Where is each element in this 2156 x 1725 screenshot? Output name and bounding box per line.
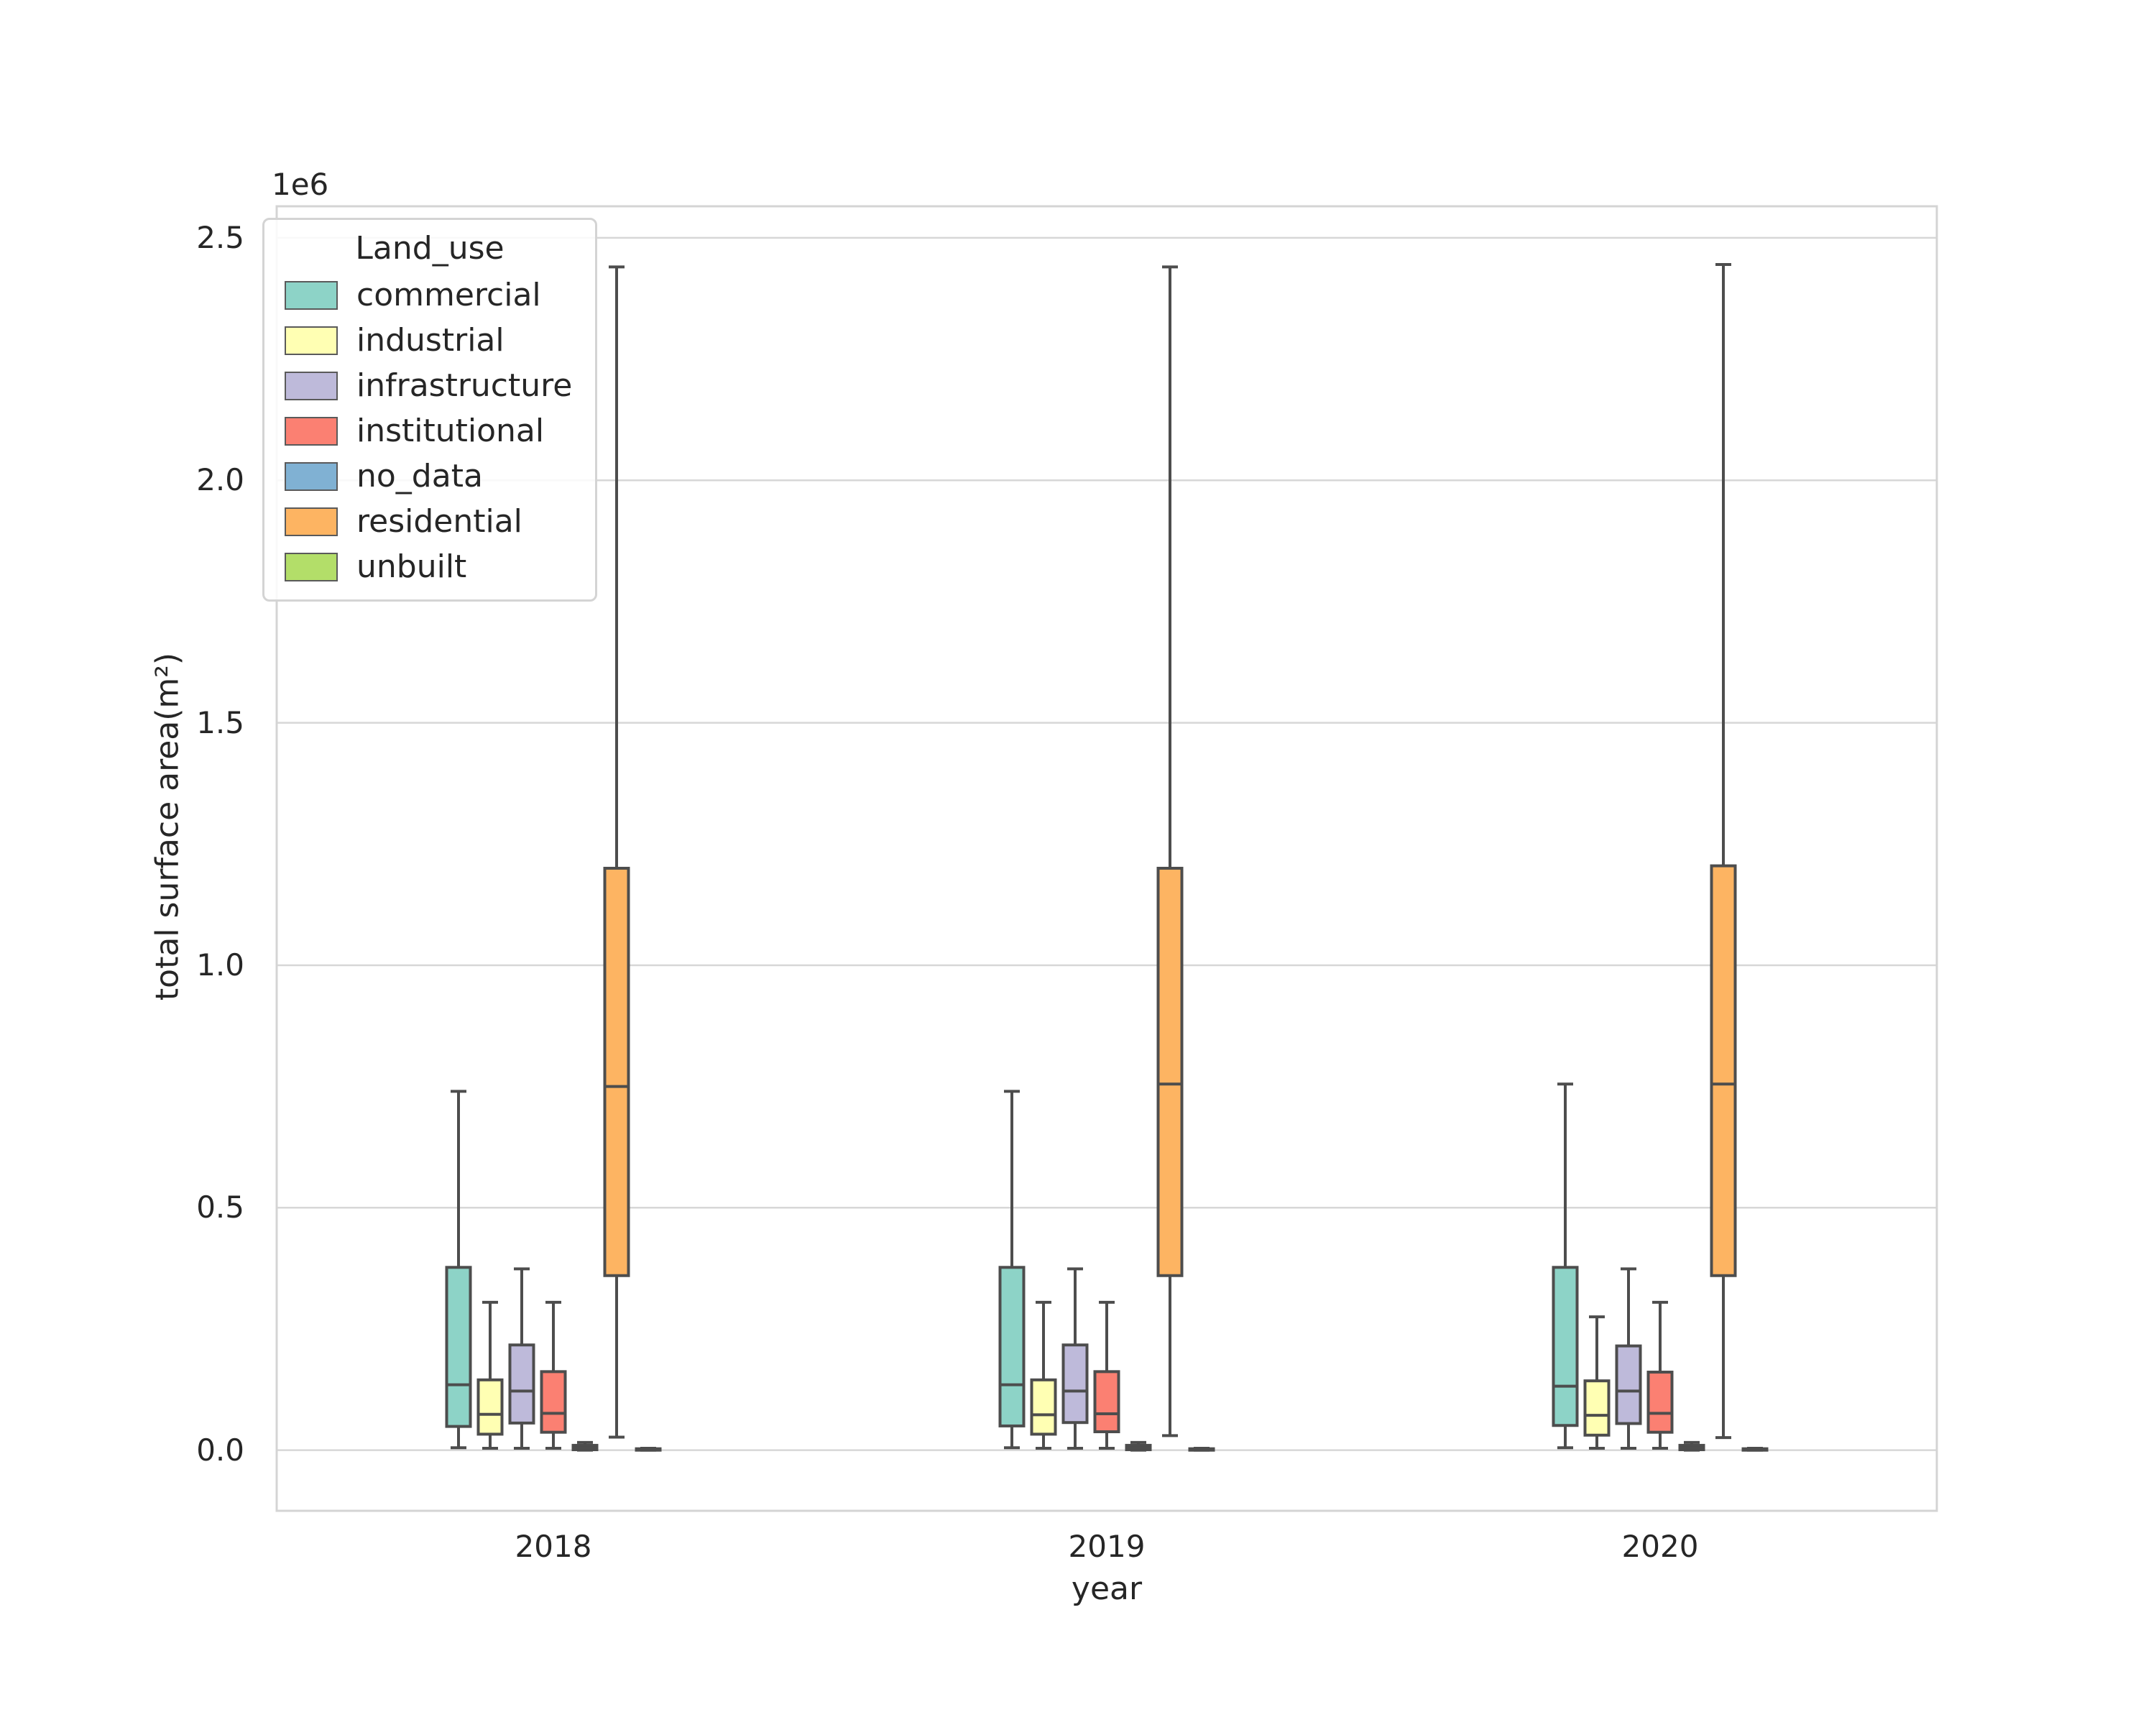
boxplot-2020-institutional: [1646, 1300, 1674, 1450]
box-2020-institutional: [1646, 1371, 1674, 1434]
legend-swatch-institutional: [285, 416, 338, 446]
boxplot-2019-unbuilt: [1188, 1446, 1215, 1452]
legend-item-infrastructure: infrastructure: [264, 363, 595, 408]
box-2020-commercial: [1552, 1266, 1579, 1427]
boxplot-2020-no_data: [1678, 1440, 1705, 1452]
legend-label-industrial: industrial: [356, 322, 505, 359]
boxplot-2020-industrial: [1583, 1315, 1611, 1450]
legend-label-unbuilt: unbuilt: [356, 548, 467, 585]
boxplot-2019-industrial: [1030, 1300, 1057, 1450]
legend: Land_use commercial industrial infrastruct…: [262, 218, 597, 602]
boxplot-2020-commercial: [1552, 1082, 1579, 1450]
legend-swatch-unbuilt: [285, 552, 338, 581]
boxplot-2018-residential: [603, 265, 630, 1439]
y-tick-label-2.0: 2.0: [196, 462, 244, 498]
legend-title: Land_use: [355, 230, 505, 267]
box-2019-infrastructure: [1061, 1343, 1089, 1425]
axis-offset-label: 1e6: [272, 167, 329, 202]
legend-label-infrastructure: infrastructure: [356, 367, 573, 404]
x-tick-label-2020: 2020: [1621, 1529, 1699, 1564]
box-2018-industrial: [476, 1378, 504, 1436]
legend-label-no_data: no_data: [356, 458, 483, 494]
boxplot-2018-commercial: [445, 1090, 472, 1450]
y-tick-label-2.5: 2.5: [196, 219, 244, 255]
legend-items: commercial industrial infrastructure instit…: [264, 272, 595, 589]
boxplot-2018-no_data: [571, 1440, 599, 1452]
legend-item-no_data: no_data: [264, 454, 595, 499]
x-tick-label-2019: 2019: [1068, 1529, 1146, 1564]
legend-item-unbuilt: unbuilt: [264, 544, 595, 589]
boxplot-2018-institutional: [540, 1300, 567, 1450]
boxplot-2019-residential: [1156, 265, 1184, 1438]
box-2019-industrial: [1030, 1378, 1057, 1436]
box-2018-institutional: [540, 1370, 567, 1434]
box-2018-infrastructure: [508, 1343, 535, 1425]
legend-label-residential: residential: [356, 503, 522, 540]
boxplot-2020-infrastructure: [1615, 1267, 1642, 1450]
x-axis-label: year: [1071, 1570, 1143, 1607]
legend-label-commercial: commercial: [356, 277, 541, 313]
y-tick-label-0.5: 0.5: [196, 1190, 244, 1225]
box-2019-commercial: [998, 1266, 1026, 1427]
legend-item-institutional: institutional: [264, 408, 595, 454]
legend-swatch-residential: [285, 507, 338, 536]
y-tick-label-1.0: 1.0: [196, 947, 244, 983]
box-2020-residential: [1710, 864, 1737, 1277]
legend-label-institutional: institutional: [356, 413, 545, 449]
box-2018-commercial: [445, 1266, 472, 1428]
boxplot-2020-unbuilt: [1741, 1446, 1769, 1452]
legend-item-residential: residential: [264, 499, 595, 544]
box-2019-institutional: [1093, 1370, 1120, 1434]
boxplot-2018-unbuilt: [635, 1446, 662, 1452]
box-2020-infrastructure: [1615, 1344, 1642, 1425]
box-2020-industrial: [1583, 1379, 1611, 1437]
box-2018-residential: [603, 866, 630, 1277]
legend-swatch-commercial: [285, 280, 338, 310]
y-tick-label-1.5: 1.5: [196, 704, 244, 740]
box-2019-residential: [1156, 866, 1184, 1277]
boxplot-2019-infrastructure: [1061, 1267, 1089, 1450]
legend-item-industrial: industrial: [264, 318, 595, 363]
legend-swatch-no_data: [285, 461, 338, 491]
legend-swatch-infrastructure: [285, 371, 338, 400]
boxplot-2019-institutional: [1093, 1300, 1120, 1450]
legend-swatch-industrial: [285, 326, 338, 355]
boxplot-2018-industrial: [476, 1300, 504, 1450]
boxplot-2018-infrastructure: [508, 1267, 535, 1450]
boxplot-2020-residential: [1710, 262, 1737, 1440]
boxplot-2019-commercial: [998, 1090, 1026, 1450]
plot-border: [275, 205, 1938, 1512]
x-tick-label-2018: 2018: [515, 1529, 592, 1564]
legend-item-commercial: commercial: [264, 272, 595, 318]
y-tick-label-0.0: 0.0: [196, 1432, 244, 1468]
boxplot-2019-no_data: [1125, 1440, 1152, 1452]
